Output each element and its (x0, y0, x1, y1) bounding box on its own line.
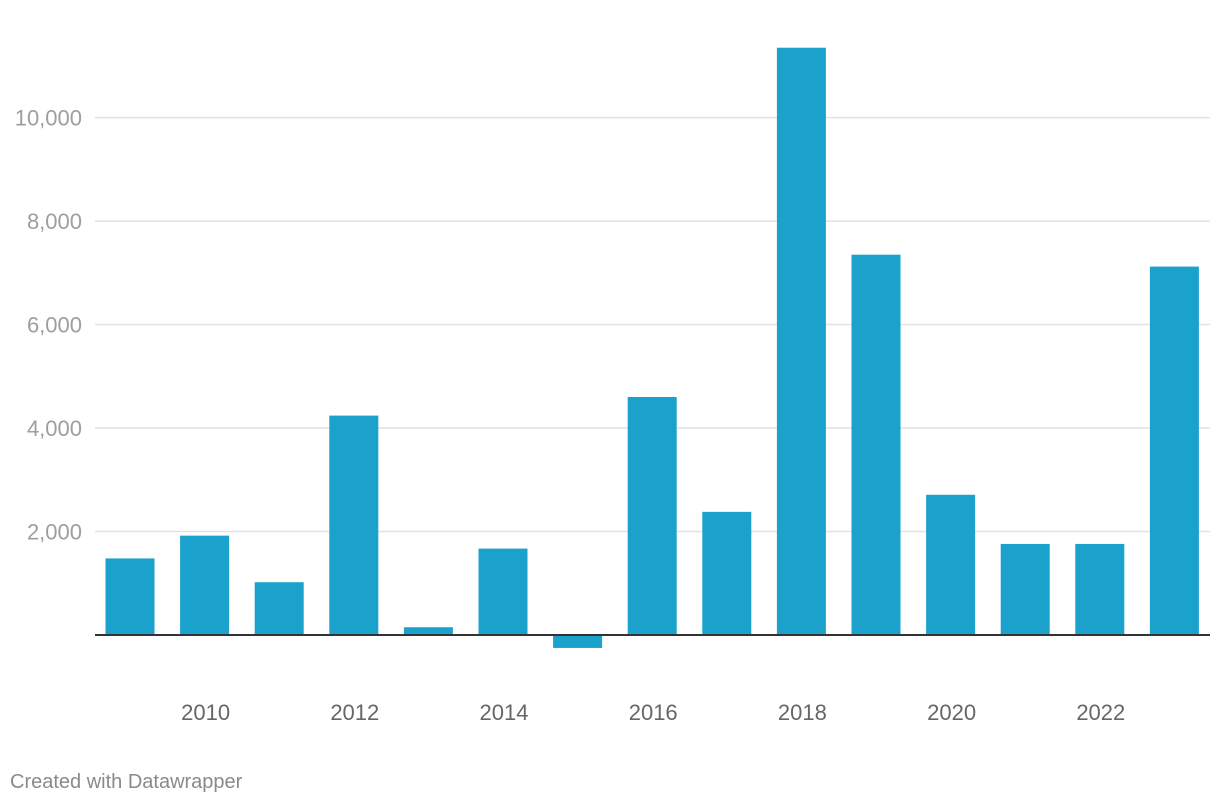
bar-2019[interactable] (851, 254, 901, 636)
bar-2023[interactable] (1149, 266, 1199, 635)
y-tick-label: 4,000 (27, 416, 82, 441)
x-tick-label: 2012 (330, 700, 379, 725)
credit-text[interactable]: Created with Datawrapper (10, 771, 243, 793)
y-tick-label: 6,000 (27, 313, 82, 338)
bar-2022[interactable] (1075, 543, 1125, 635)
axes: 2,000 4,000 6,000 8,000 10,000 2010 2012 2014 20… (15, 106, 1210, 725)
bar-2010[interactable] (180, 535, 230, 635)
bar-2020[interactable] (926, 494, 976, 635)
bar-2009[interactable] (105, 558, 155, 635)
y-tick-label: 8,000 (27, 209, 82, 234)
bar-2013[interactable] (403, 627, 453, 635)
x-tick-label: 2016 (629, 700, 678, 725)
x-tick-label: 2020 (927, 700, 976, 725)
bars (105, 47, 1199, 648)
x-tick-label: 2010 (181, 700, 230, 725)
bar-2014[interactable] (478, 548, 528, 635)
bar-2012[interactable] (329, 415, 379, 635)
gridlines (95, 116, 1210, 533)
x-tick-label: 2014 (480, 700, 529, 725)
x-tick-label: 2018 (778, 700, 827, 725)
bar-2018[interactable] (776, 47, 826, 636)
x-tick-label: 2022 (1076, 700, 1125, 725)
y-tick-label: 2,000 (27, 520, 82, 545)
bar-2011[interactable] (254, 582, 304, 635)
bar-2015[interactable] (553, 635, 603, 648)
bar-2017[interactable] (702, 511, 752, 635)
y-tick-label: 10,000 (15, 106, 82, 131)
bar-2016[interactable] (627, 396, 677, 635)
bar-2021[interactable] (1000, 543, 1050, 635)
